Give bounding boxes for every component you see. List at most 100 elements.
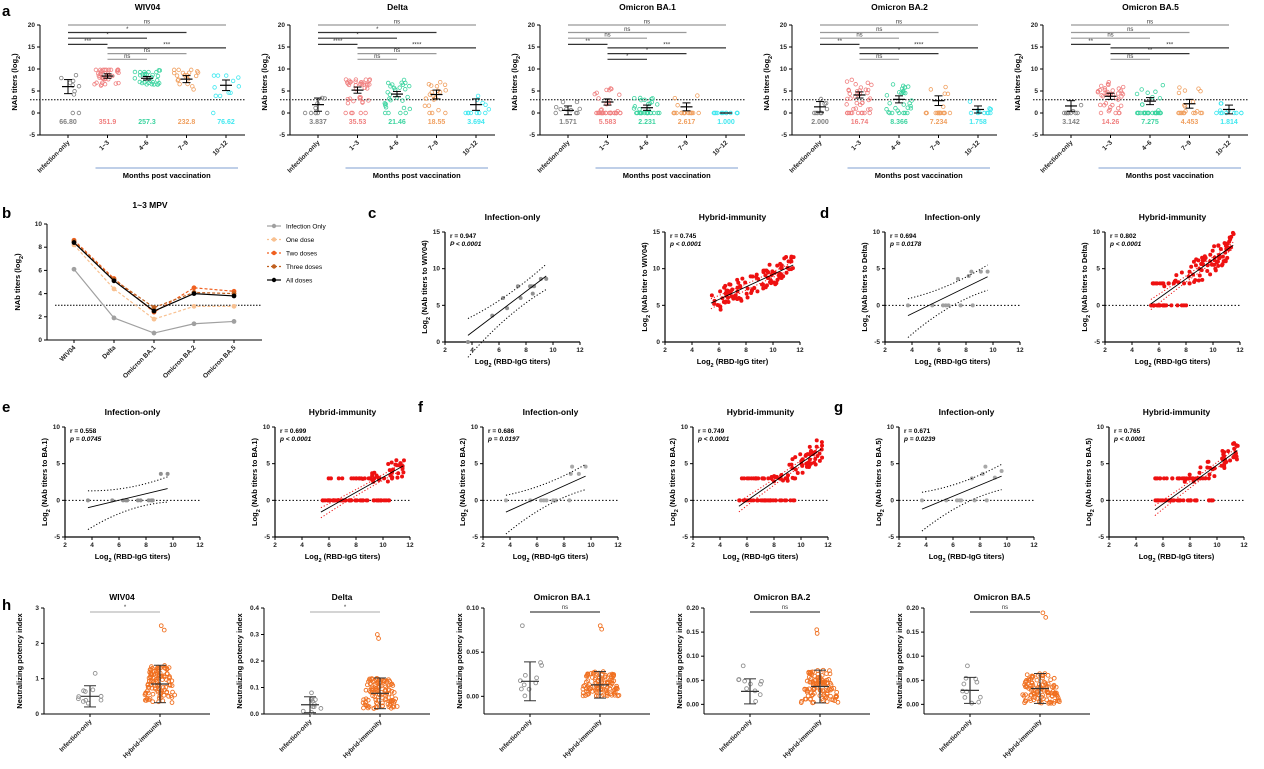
data-point [1145,90,1150,95]
y-tick-label: -5 [54,534,60,541]
data-point [594,683,599,689]
data-point [1064,110,1069,116]
data-point [150,72,155,78]
y-axis-label: Log2 (NAb titers to WIV04) [420,240,432,334]
x-tick-label: 2 [1107,542,1111,549]
data-point [805,693,811,699]
data-point [1023,692,1028,698]
data-point [403,80,408,86]
data-point [814,627,820,633]
ci-lower [738,452,822,513]
data-point [905,303,910,308]
x-axis-label: Log2 (RBD-IgG titers) [915,357,991,369]
x-tick-label: 4 [690,347,694,354]
data-point [442,82,448,87]
data-point [594,693,599,699]
y-tick-label: -5 [874,339,880,346]
data-point [671,110,676,116]
correlation-r: r = 0.699 [280,428,307,435]
x-axis-label: Months post vaccination [1126,171,1214,180]
significance-label: ns [782,605,788,611]
data-point [374,680,380,686]
x-tick-label: Omicron BA.1 [122,344,158,380]
correlation-r: r = 0.694 [890,233,917,240]
data-point [1197,470,1202,475]
data-point [775,263,780,268]
data-point [742,476,747,481]
correlation-r: r = 0.749 [698,428,725,435]
data-point [1029,680,1035,686]
data-point [745,295,750,300]
data-point [477,110,482,116]
ci-upper [921,463,1002,493]
gmt-label: 66.80 [59,119,77,126]
data-point [924,110,929,116]
data-point [309,690,314,696]
data-point [171,67,177,73]
data-point [675,103,680,108]
data-point [360,99,365,105]
data-point [1107,107,1112,113]
y-tick-label: 0.20 [686,605,699,612]
y-tick-label: 10 [780,66,788,73]
data-point [827,686,832,692]
data-point [76,694,82,699]
data-point [1106,79,1111,85]
x-tick-label: 10~12 [712,139,730,157]
x-tick-label: 4 [300,542,304,549]
data-point [984,498,989,503]
data-point [396,471,401,476]
data-point [902,85,908,90]
data-point [1176,110,1181,116]
data-point [143,698,149,703]
data-point [746,476,751,481]
regression-line [738,448,822,507]
correlation-p: p < 0.0001 [1109,241,1142,248]
data-point [632,96,637,101]
data-point [429,83,434,88]
data-point [376,636,381,641]
data-point [943,84,948,90]
data-point [845,96,850,102]
x-tick-label: 4 [718,542,722,549]
data-point [386,110,391,116]
chart-title: Hybrid-immunity [699,212,767,222]
x-tick-label: Infection-only [58,718,93,753]
data-point [889,110,895,116]
data-point [595,110,601,116]
ci-lower [320,468,404,519]
data-point [651,110,657,116]
data-point [854,89,860,94]
data-point [1024,672,1030,678]
data-point [436,108,441,113]
data-point [814,438,819,443]
data-point [116,80,121,86]
data-point [150,498,155,503]
significance-label: ns [604,33,610,39]
y-tick-label: 10 [53,424,61,431]
data-point [740,276,745,281]
data-point [1169,303,1174,308]
data-point [96,71,101,76]
data-point [384,678,390,684]
gmt-label: 232.8 [178,119,196,126]
data-point [433,95,438,100]
y-tick-label: -5 [472,534,478,541]
data-point [618,110,623,116]
panel-g-infection-only: Infection-only -5 0 5 10 2 4 6 8 10 12 Log2 (NAb ti… [874,407,1038,564]
data-point [853,82,858,87]
significance-label: ns [876,54,882,60]
significance-label: ** [837,39,842,45]
y-axis-label: Log2 (NAb titers to BA.1) [40,437,52,526]
y-tick-label: 10 [471,424,479,431]
data-point [866,97,871,103]
data-point [844,102,849,107]
x-tick-label: 6 [117,542,121,549]
data-point [426,103,432,108]
data-point [978,269,983,274]
data-point [1040,675,1045,681]
y-axis-label: Neutralizing potency index [455,612,464,708]
data-point [847,91,852,96]
panel-letter-g: g [834,399,843,416]
data-point [217,93,223,99]
